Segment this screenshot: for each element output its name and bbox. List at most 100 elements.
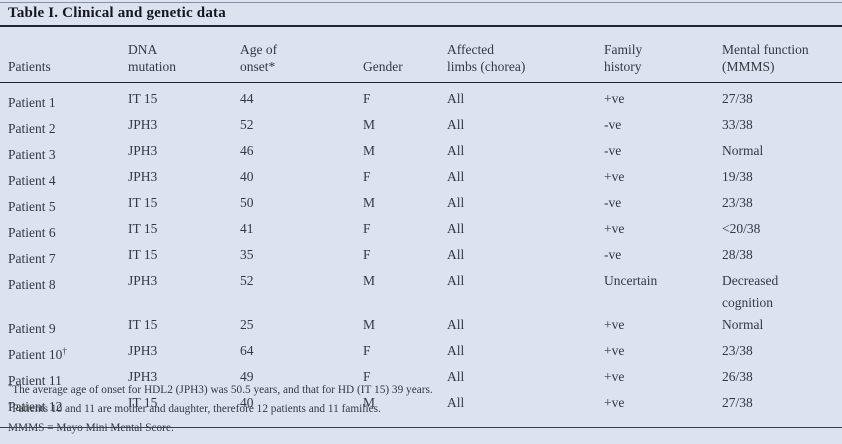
cell-mental-function: 27/38 [722,91,753,106]
table-row: Patient 2 JPH3 52 M All -ve 33/38 [0,114,842,140]
cell-patient: Patient 12 [8,392,128,418]
cell-patient-name: Patient 3 [8,147,56,162]
title-rule [0,25,842,27]
table-row: Patient 8 JPH3 52 M All Uncertain Decrea… [0,270,842,314]
cell-patient-name: Patient 5 [8,199,56,214]
cell-age-of-onset: 52 [240,117,254,132]
cell-patient-name: Patient 1 [8,95,56,110]
footnote-marker: † [8,400,13,410]
cell-patient-name: Patient 4 [8,173,56,188]
cell-patient-name: Patient 6 [8,225,56,240]
column-header-line: limbs (chorea) [447,59,526,74]
cell-mental-function: 23/38 [722,195,753,210]
cell-affected-limbs: All [447,169,465,184]
cell-patient-name: Patient 7 [8,251,56,266]
cell-affected-limbs: All [447,343,465,358]
cell-dna-mutation: JPH3 [128,169,158,184]
cell-gender: F [363,91,371,106]
cell-dna-mutation: IT 15 [128,195,158,210]
table-row: Patient 7 IT 15 35 F All -ve 28/38 [0,244,842,270]
cell-gender: M [363,395,376,410]
cell-age-of-onset: 46 [240,143,254,158]
table-row: Patient 10† JPH3 64 F All +ve 23/38 [0,340,842,366]
column-header-line: Age of [240,42,278,57]
cell-affected-limbs: All [447,117,465,132]
cell-family-history: +ve [604,369,625,384]
cell-patient: Patient 9 [8,314,128,340]
cell-affected-limbs: All [447,317,465,332]
cell-mental-function: 26/38 [722,369,753,384]
cell-affected-limbs: All [447,273,465,288]
cell-age-of-onset: 44 [240,91,254,106]
table-row: Patient 9 IT 15 25 M All +ve Normal [0,314,842,340]
cell-patient-name: Patient 12 [8,399,63,414]
column-header-patients: Patients [8,27,128,82]
cell-family-history: -ve [604,117,622,132]
cell-gender: F [363,343,371,358]
cell-mental-function: 28/38 [722,247,753,262]
cell-patient: Patient 10† [8,340,128,366]
cell-patient: Patient 4 [8,166,128,192]
cell-family-history: +ve [604,317,625,332]
cell-affected-limbs: All [447,369,465,384]
cell-family-history: +ve [604,91,625,106]
cell-age-of-onset: 50 [240,195,254,210]
cell-dna-mutation: JPH3 [128,117,158,132]
footnote-text: Patients 10 and 11 are mother and daught… [12,403,381,415]
cell-patient-name: Patient 11 [8,373,62,388]
cell-gender: M [363,195,376,210]
column-header-gender: Gender [363,27,447,82]
footnote-text: MMMS = Mayo Mini Mental Score. [8,422,174,434]
cell-patient-name: Patient 8 [8,277,56,292]
cell-mental-function: Decreased cognition [722,273,779,310]
cell-mental-function: <20/38 [722,221,761,236]
cell-dna-mutation: JPH3 [128,273,158,288]
cell-gender: F [363,247,371,262]
cell-patient: Patient 3 [8,140,128,166]
cell-affected-limbs: All [447,221,465,236]
column-header-line: DNA [128,42,158,57]
column-header-line: Family [604,42,643,57]
cell-dna-mutation: IT 15 [128,317,158,332]
column-header-mental-function: Mental function (MMMS) [722,27,842,82]
cell-patient: Patient 6 [8,218,128,244]
table-row: Patient 4 JPH3 40 F All +ve 19/38 [0,166,842,192]
top-rule [0,2,842,3]
column-header-dna-mutation: DNA mutation [128,27,240,82]
column-header-line: mutation [128,59,176,74]
column-header-line: onset* [240,59,276,74]
cell-patient-marker: † [62,346,67,356]
cell-age-of-onset: 25 [240,317,254,332]
cell-dna-mutation: IT 15 [128,247,158,262]
cell-family-history: +ve [604,169,625,184]
cell-age-of-onset: 64 [240,343,254,358]
table-header-row: Patients DNA mutation Age of onset* Gend… [0,27,842,82]
column-header-line: Mental function [722,42,809,57]
cell-gender: F [363,221,371,236]
table-title: Table I. Clinical and genetic data [8,5,226,21]
cell-gender: M [363,143,376,158]
column-header-line: history [604,59,642,74]
column-header-age-of-onset: Age of onset* [240,27,363,82]
cell-mental-function: 33/38 [722,117,753,132]
cell-age-of-onset: 52 [240,273,254,288]
cell-dna-mutation: JPH3 [128,343,158,358]
cell-gender: F [363,169,371,184]
cell-gender: F [363,369,371,384]
cell-family-history: +ve [604,395,625,410]
cell-affected-limbs: All [447,91,465,106]
cell-patient-name: Patient 9 [8,321,56,336]
table-row: Patient 5 IT 15 50 M All -ve 23/38 [0,192,842,218]
table-row: Patient 12 IT 15 40 M All +ve 27/38 [0,392,842,418]
header-rule [0,82,842,83]
cell-patient: Patient 8 [8,270,128,314]
cell-dna-mutation: JPH3 [128,369,158,384]
table-body: Patient 1 IT 15 44 F All +ve 27/38 Patie… [0,88,842,418]
cell-mental-function: 27/38 [722,395,753,410]
footnote-patients-10-11: †Patients 10 and 11 are mother and daugh… [8,398,834,417]
cell-dna-mutation: IT 15 [128,221,158,236]
table-row: Patient 3 JPH3 46 M All -ve Normal [0,140,842,166]
column-header-line: (MMMS) [722,59,775,74]
column-header-affected-limbs: Affected limbs (chorea) [447,27,604,82]
